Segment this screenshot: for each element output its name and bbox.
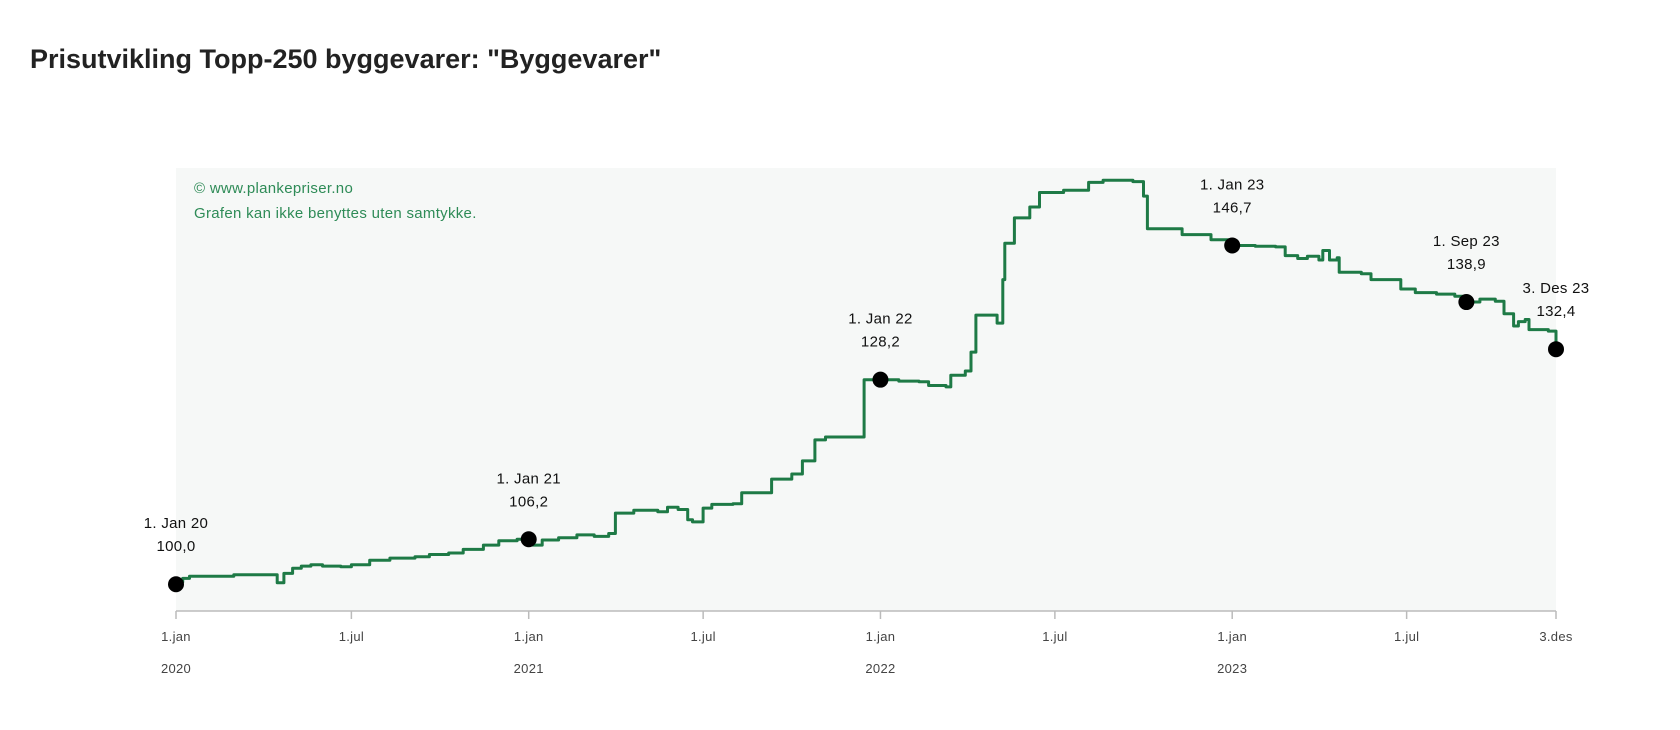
annotation-value-label: 128,2 [861, 334, 900, 351]
x-year-label: 2023 [1217, 661, 1247, 676]
annotation-value-label: 138,9 [1447, 256, 1486, 273]
x-axis-ticks: 1.jan 2020 1.jul 1.jan 2021 1.jul 1.jan 2022 1.j… [161, 611, 1573, 676]
x-year-label: 2020 [161, 661, 191, 676]
annotation-marker [1458, 294, 1475, 311]
x-year-label: 2021 [514, 661, 544, 676]
annotation-marker [168, 576, 184, 593]
x-tick-label: 1.jan [866, 629, 896, 644]
annotation-marker [520, 531, 537, 548]
annotation-date-label: 1. Jan 21 [496, 470, 560, 487]
annotation-value-label: 106,2 [509, 493, 548, 510]
annotation-marker [872, 371, 889, 388]
page-title: Prisutvikling Topp-250 byggevarer: "Bygg… [30, 44, 662, 74]
x-tick-label: 1.jul [339, 629, 364, 644]
annotation-value-label: 146,7 [1213, 199, 1252, 216]
series-line [174, 178, 1558, 586]
annotation-marker [1224, 237, 1241, 254]
annotation-date-label: 3. Des 23 [1523, 280, 1590, 297]
annotation-value-label: 100,0 [156, 538, 195, 555]
annotation-value-label: 132,4 [1536, 303, 1575, 320]
annotation-date-label: 1. Jan 20 [144, 515, 208, 532]
annotation-marker [1548, 341, 1564, 358]
series-lines [174, 178, 1558, 586]
x-tick-label: 1.jul [1042, 629, 1067, 644]
x-tick-label: 1.jan [1217, 629, 1247, 644]
annotation-date-label: 1. Sep 23 [1433, 233, 1500, 250]
annotations: 1. Jan 20 100,0 1. Jan 21 106,2 1. Jan 22 128… [144, 176, 1590, 593]
x-tick-label: 1.jul [1394, 629, 1419, 644]
x-tick-label: 1.jan [514, 629, 544, 644]
x-tick-label: 3.des [1539, 629, 1573, 644]
annotation-date-label: 1. Jan 22 [848, 311, 912, 328]
annotation-date-label: 1. Jan 23 [1200, 176, 1264, 193]
x-tick-label: 1.jul [690, 629, 715, 644]
plot-background [176, 168, 1556, 611]
copyright-notice: Grafen kan ikke benyttes uten samtykke. [194, 205, 477, 222]
copyright-text: © www.plankepriser.no [194, 180, 353, 197]
x-year-label: 2022 [865, 661, 895, 676]
x-tick-label: 1.jan [161, 629, 191, 644]
